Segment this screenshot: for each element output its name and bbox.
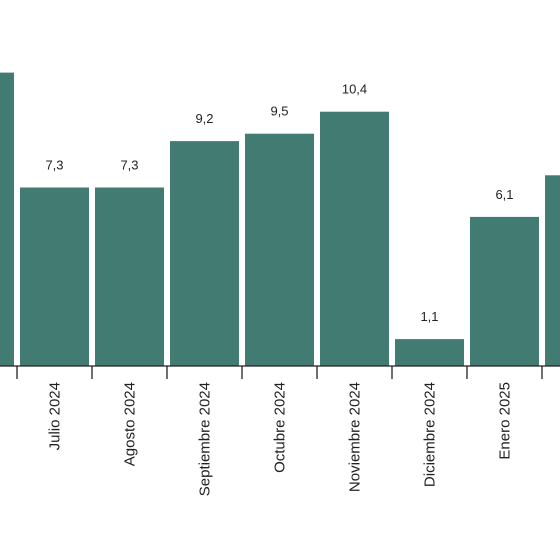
data-label-7: 6,1 (495, 187, 513, 202)
bar-1 (20, 187, 89, 366)
data-label-4: 9,5 (270, 104, 288, 119)
category-label-3: Septiembre 2024 (197, 382, 214, 496)
bar-0 (0, 72, 14, 366)
category-labels-group: Julio 2024 Agosto 2024 Septiembre 2024 Octu… (47, 382, 514, 496)
category-label-2: Agosto 2024 (122, 382, 139, 466)
bar-4 (245, 133, 314, 366)
bars-group (0, 72, 560, 366)
bar-6 (395, 339, 464, 366)
category-label-5: Noviembre 2024 (347, 382, 364, 492)
data-label-2: 7,3 (120, 158, 138, 173)
bar-2 (95, 187, 164, 366)
category-label-7: Enero 2025 (497, 382, 514, 460)
data-label-6: 1,1 (420, 309, 438, 324)
bar-5 (320, 111, 389, 366)
data-label-5: 10,4 (342, 82, 367, 97)
bar-8 (545, 175, 560, 366)
category-label-4: Octubre 2024 (272, 382, 289, 473)
category-label-6: Diciembre 2024 (422, 382, 439, 487)
category-label-1: Julio 2024 (47, 382, 64, 450)
bar-3 (170, 141, 239, 366)
data-labels-group: 7,3 7,3 9,2 9,5 10,4 1,1 6,1 (45, 82, 513, 324)
data-label-3: 9,2 (195, 111, 213, 126)
data-label-1: 7,3 (45, 158, 63, 173)
bar-7 (470, 216, 539, 366)
x-axis-ticks-group (16, 366, 543, 379)
